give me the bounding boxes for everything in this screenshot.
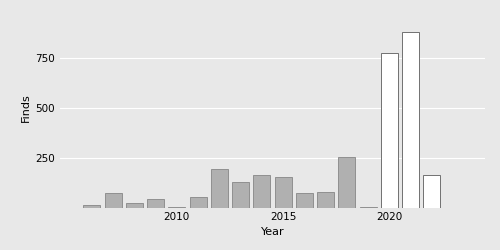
Bar (147, 199, 164, 207)
Bar (381, 52, 398, 208)
Bar (274, 177, 291, 208)
Bar (168, 206, 186, 208)
Bar (360, 206, 376, 208)
Bar (104, 193, 122, 208)
Bar (232, 182, 249, 208)
Bar (254, 175, 270, 208)
Bar (211, 168, 228, 207)
Bar (338, 156, 355, 208)
Bar (402, 32, 419, 208)
Bar (424, 175, 440, 208)
Bar (190, 197, 206, 207)
Bar (317, 192, 334, 208)
Y-axis label: Finds: Finds (21, 93, 31, 122)
X-axis label: Year: Year (260, 226, 284, 236)
Bar (296, 193, 313, 208)
Bar (84, 204, 100, 208)
Bar (126, 203, 143, 207)
